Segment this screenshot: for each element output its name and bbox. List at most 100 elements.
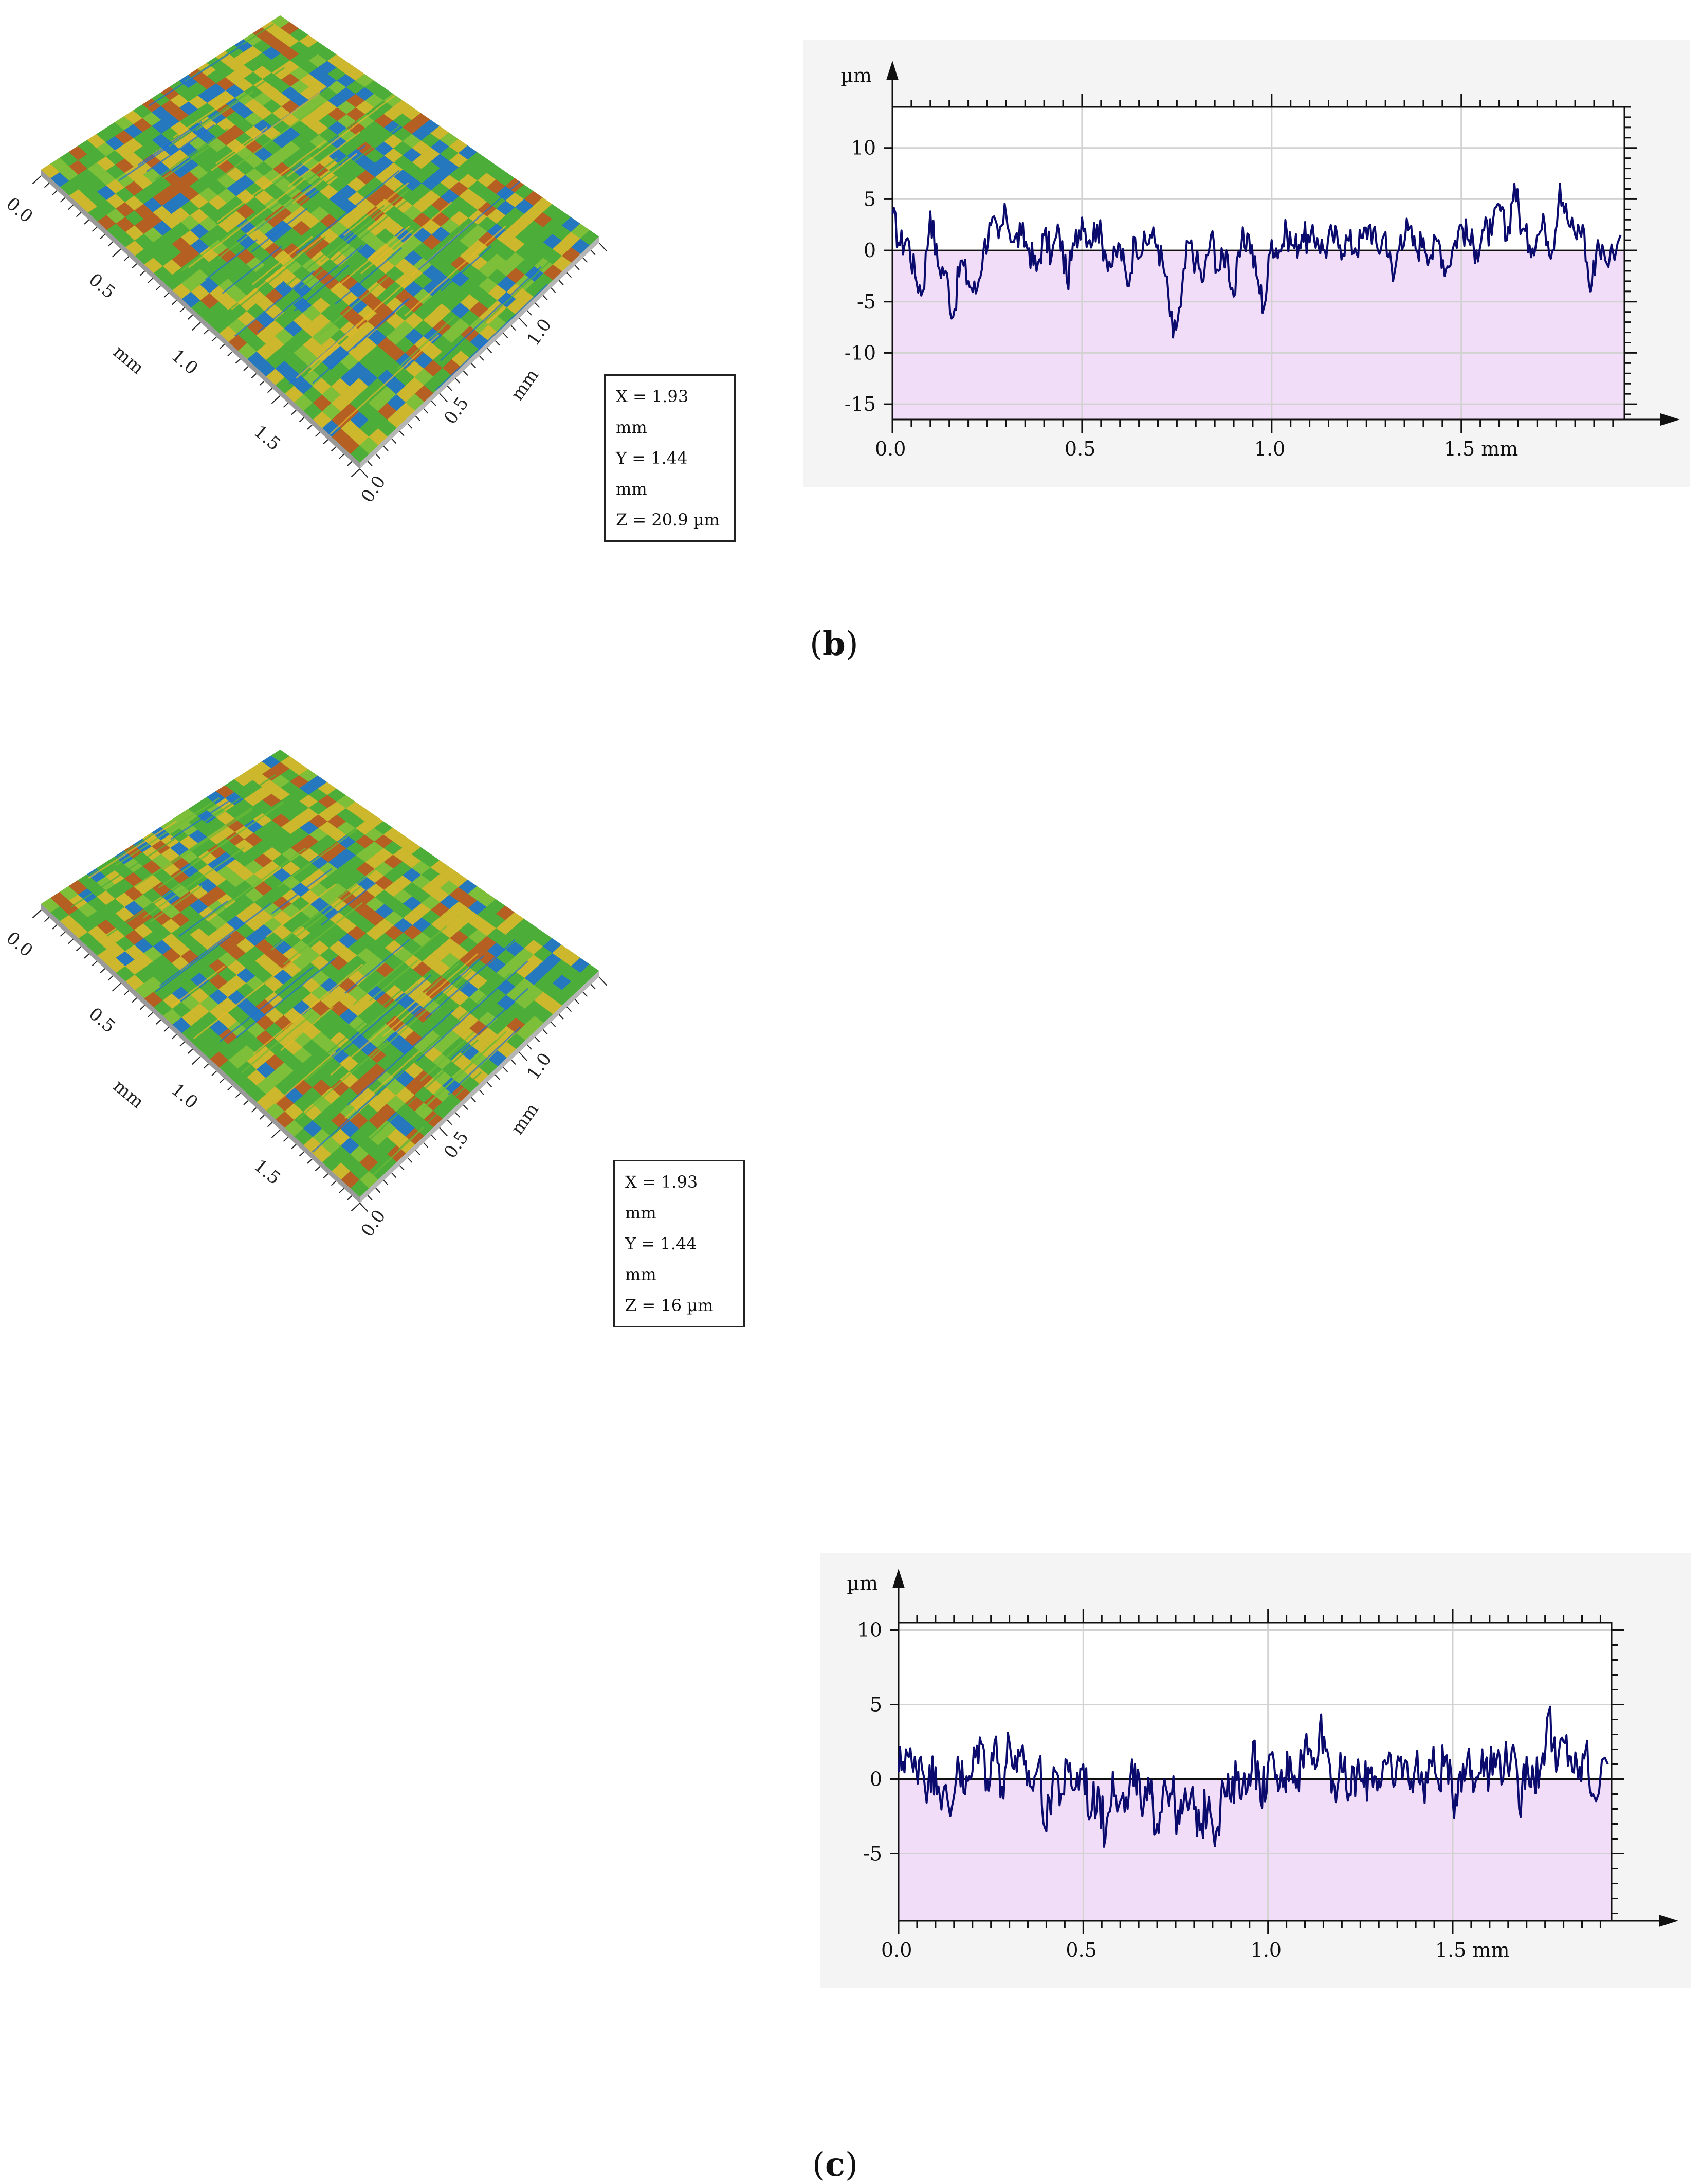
surface-patch bbox=[218, 982, 237, 997]
surface-streak bbox=[285, 205, 385, 286]
surface-patch bbox=[393, 127, 412, 141]
surface-patch bbox=[515, 963, 534, 978]
surface-patch bbox=[320, 228, 339, 244]
surface-patch bbox=[172, 237, 191, 252]
y-tick-label: 0 bbox=[864, 239, 876, 262]
surface-patch bbox=[366, 925, 385, 941]
surface-tick-y bbox=[582, 257, 588, 263]
surface-patch bbox=[433, 1069, 452, 1086]
surface-patch bbox=[396, 386, 415, 403]
surface-patch bbox=[561, 951, 580, 967]
surface-patch bbox=[375, 170, 394, 185]
surface-patch bbox=[236, 938, 255, 953]
surface-patch bbox=[459, 203, 478, 218]
surface-patch bbox=[299, 74, 318, 87]
surface-patch bbox=[338, 213, 357, 229]
surface-patch bbox=[432, 1038, 451, 1054]
surface-patch bbox=[450, 211, 469, 226]
surface-patch bbox=[366, 206, 385, 221]
surface-patch bbox=[216, 851, 235, 866]
surface-patch bbox=[377, 1120, 396, 1137]
surface-patch bbox=[431, 212, 450, 227]
surface-patch bbox=[414, 1086, 433, 1103]
surface-patch bbox=[442, 1077, 461, 1094]
surface-tick-x bbox=[68, 205, 74, 210]
surface-patch bbox=[403, 882, 422, 897]
surface-patch bbox=[341, 420, 360, 437]
surface-patch bbox=[394, 213, 413, 228]
surface-tick-x bbox=[283, 403, 289, 408]
surface-patch bbox=[497, 261, 516, 277]
surface-patch bbox=[406, 393, 425, 411]
surface-patch bbox=[385, 970, 404, 985]
surface-patch bbox=[275, 328, 294, 344]
surface-patch bbox=[377, 1039, 396, 1055]
surface-patch bbox=[245, 197, 264, 212]
surface-patch bbox=[420, 853, 440, 868]
surface-streak bbox=[383, 955, 484, 1044]
surface-patch bbox=[377, 1055, 396, 1071]
surface-patch bbox=[459, 894, 478, 908]
surface-patch bbox=[395, 258, 414, 274]
surface-patch bbox=[393, 889, 412, 904]
surface-patch bbox=[152, 896, 171, 911]
surface-patch bbox=[346, 814, 365, 828]
surface-streak bbox=[294, 264, 350, 312]
surface-tick-x bbox=[271, 1129, 281, 1138]
surface-patch bbox=[477, 173, 496, 188]
surface-patch bbox=[208, 138, 227, 152]
surface-tick-x bbox=[139, 270, 145, 276]
surface-patch bbox=[162, 214, 181, 229]
surface-patch bbox=[327, 54, 346, 68]
surface-patch bbox=[226, 111, 245, 125]
surface-patch bbox=[199, 202, 218, 217]
panel-caption: (c) bbox=[812, 2145, 858, 2184]
surface-tick-y bbox=[503, 1067, 508, 1072]
surface-patch bbox=[310, 206, 330, 221]
surface-patch bbox=[542, 938, 562, 953]
surface-patch bbox=[133, 839, 152, 852]
surface-patch bbox=[273, 896, 292, 911]
surface-patch bbox=[516, 993, 535, 1009]
surface-patch bbox=[395, 304, 414, 321]
surface-patch bbox=[393, 155, 412, 170]
surface-patch bbox=[162, 199, 181, 214]
surface-streak bbox=[197, 774, 276, 827]
surface-patch bbox=[162, 978, 181, 994]
surface-patch bbox=[533, 932, 552, 947]
surface-patch bbox=[245, 902, 264, 917]
surface-patch bbox=[228, 1052, 247, 1069]
surface-patch bbox=[386, 1047, 405, 1063]
surface-streak bbox=[320, 274, 391, 335]
surface-patch bbox=[337, 848, 356, 862]
surface-streak bbox=[253, 963, 363, 1055]
surface-patch bbox=[524, 970, 543, 985]
surface-patch bbox=[322, 1104, 341, 1121]
surface-patch bbox=[256, 1062, 275, 1078]
surface-patch bbox=[424, 343, 443, 360]
surface-patch bbox=[506, 956, 525, 972]
surface-patch bbox=[451, 287, 470, 303]
surface-patch bbox=[198, 173, 217, 188]
surface-patch bbox=[172, 252, 191, 268]
surface-tick-x bbox=[346, 461, 353, 466]
surface-patch bbox=[218, 1028, 237, 1044]
surface-patch bbox=[87, 191, 106, 207]
surface-patch bbox=[200, 277, 219, 294]
surface-patch bbox=[386, 297, 405, 313]
surface-patch bbox=[422, 939, 441, 954]
surface-patch bbox=[206, 57, 225, 70]
surface-patch bbox=[378, 1137, 397, 1154]
surface-patch bbox=[255, 954, 274, 969]
surface-patch bbox=[181, 1010, 200, 1026]
surface-patch bbox=[414, 352, 433, 369]
surface-patch bbox=[170, 121, 189, 136]
surface-streak bbox=[88, 820, 177, 879]
surface-patch bbox=[365, 855, 384, 869]
surface-patch bbox=[387, 1112, 406, 1129]
surface-patch bbox=[470, 1067, 489, 1084]
x-tick-label: 1.0 bbox=[1251, 1939, 1282, 1961]
surface-tick-x bbox=[339, 453, 344, 459]
surface-patch bbox=[281, 821, 300, 834]
surface-patch bbox=[339, 228, 358, 244]
